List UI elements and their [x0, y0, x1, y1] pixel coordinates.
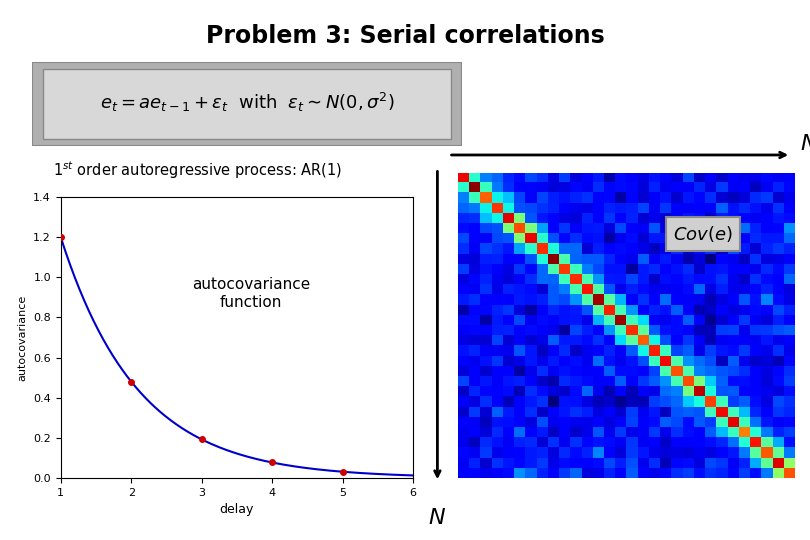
Y-axis label: autocovariance: autocovariance — [18, 294, 28, 381]
Text: $Cov(e)$: $Cov(e)$ — [673, 224, 733, 244]
Text: $N$: $N$ — [428, 508, 446, 528]
Text: Problem 3: Serial correlations: Problem 3: Serial correlations — [206, 24, 604, 48]
Text: $N$: $N$ — [800, 134, 810, 154]
Text: $e_t = ae_{t-1} + \varepsilon_t$  with  $\varepsilon_t \sim N(0,\sigma^2)$: $e_t = ae_{t-1} + \varepsilon_t$ with $\… — [100, 91, 394, 114]
Text: 1$^{st}$ order autoregressive process: AR(1): 1$^{st}$ order autoregressive process: A… — [53, 159, 342, 181]
Text: autocovariance
function: autocovariance function — [192, 277, 310, 309]
X-axis label: delay: delay — [220, 503, 254, 516]
Bar — [43, 69, 451, 139]
